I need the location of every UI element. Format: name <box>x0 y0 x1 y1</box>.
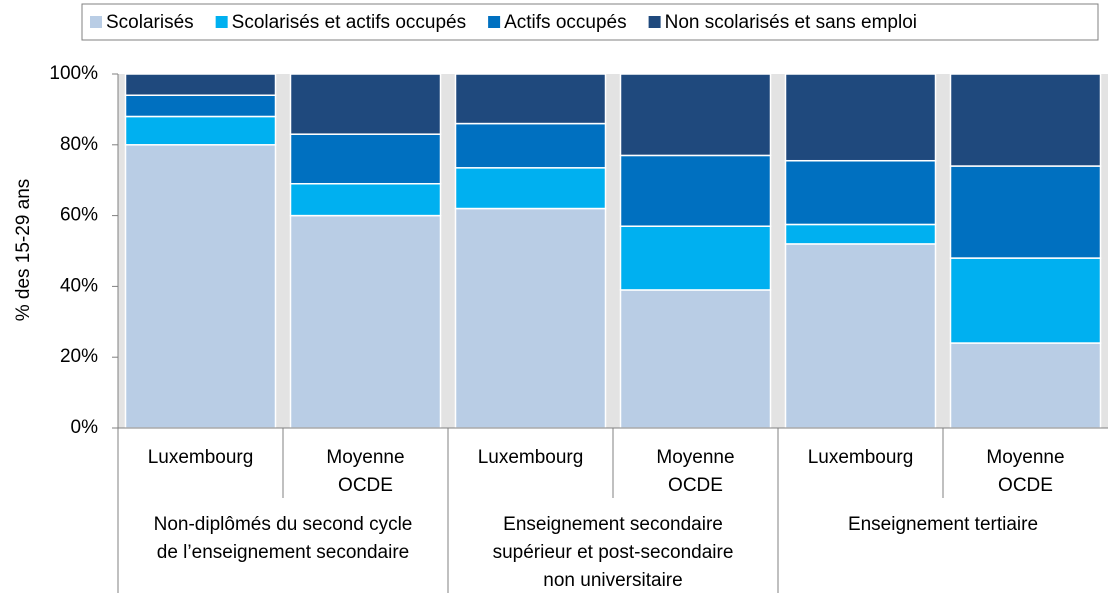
legend-label: Actifs occupés <box>504 12 627 33</box>
bar-segment <box>619 225 772 291</box>
plot-background <box>118 74 1108 428</box>
legend-box <box>81 3 1099 41</box>
bar-segment <box>949 165 1102 259</box>
x-tick-label: Luxembourg <box>148 447 254 468</box>
legend-label: Non scolarisés et sans emploi <box>665 12 917 33</box>
group-label: non universitaire <box>543 570 682 591</box>
bar-segment <box>124 73 277 96</box>
bar-segment <box>784 159 937 226</box>
legend-swatch <box>488 16 501 28</box>
x-tick-label: Luxembourg <box>478 447 584 468</box>
group-label: Enseignement secondaire <box>503 514 723 535</box>
bar-segment <box>289 182 442 217</box>
bar-segment <box>784 223 937 245</box>
group-label: supérieur et post-secondaire <box>493 542 734 563</box>
group-label: Non-diplômés du second cycle <box>154 514 413 535</box>
legend-swatch <box>90 16 102 28</box>
bar-segment <box>124 94 277 118</box>
group-label: de l’enseignement secondaire <box>157 542 409 563</box>
x-tick-label: Moyenne <box>326 447 404 468</box>
x-tick-label: OCDE <box>998 475 1053 496</box>
bar-segment <box>454 73 607 125</box>
bar-segment <box>454 122 607 169</box>
bar-segment <box>289 133 442 185</box>
bar-segment <box>784 243 937 429</box>
y-tick-label: 40% <box>60 275 98 296</box>
group-label: Enseignement tertiaire <box>848 514 1038 535</box>
legend-swatch <box>648 16 661 28</box>
bar-segment <box>124 115 277 146</box>
legend-label: Scolarisés et actifs occupés <box>232 12 466 33</box>
x-tick-label: OCDE <box>668 475 723 496</box>
bar-segment <box>454 207 607 429</box>
bar-segment <box>619 154 772 227</box>
bar-segment <box>949 257 1102 344</box>
bar-segment <box>949 73 1102 167</box>
y-axis-label: % des 15-29 ans <box>13 179 34 322</box>
x-tick-label: Moyenne <box>986 447 1064 468</box>
bar-segment <box>289 214 442 429</box>
bar-segment <box>454 167 607 210</box>
legend-swatch <box>215 16 228 28</box>
y-tick-label: 100% <box>49 63 98 84</box>
y-tick-label: 0% <box>71 417 99 438</box>
bar-segment <box>124 144 277 429</box>
x-tick-label: OCDE <box>338 475 393 496</box>
bar-segment <box>619 73 772 157</box>
y-tick-label: 60% <box>60 205 98 226</box>
bar-segment <box>949 342 1102 429</box>
x-tick-label: Moyenne <box>656 447 734 468</box>
legend-label: Scolarisés <box>106 12 194 33</box>
bar-segment <box>619 289 772 429</box>
x-tick-label: Luxembourg <box>808 447 914 468</box>
y-tick-label: 20% <box>60 346 98 367</box>
y-tick-label: 80% <box>60 134 98 155</box>
bar-segment <box>289 73 442 135</box>
bar-segment <box>784 73 937 162</box>
